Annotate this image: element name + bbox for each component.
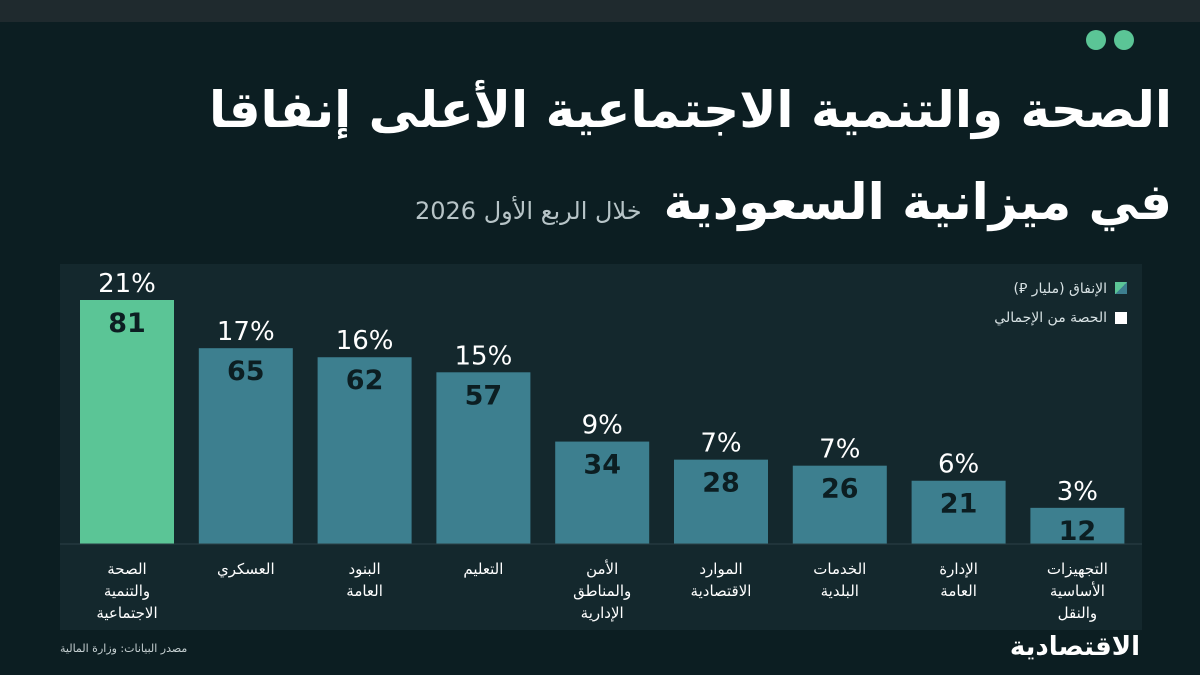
bar [1030,507,1125,544]
bar-value-label: 57 [465,380,503,411]
category-label: الأمن [586,559,618,578]
title-row-2: في ميزانية السعودية خلال الربع الأول 202… [415,170,1172,234]
bar-value-label: 62 [346,365,384,396]
bar [198,348,293,544]
bar-value-label: 12 [1059,516,1097,547]
chart-subtitle: خلال الربع الأول 2026 [415,197,642,225]
category-label: الإدارية [581,604,624,622]
share-label: 7% [819,435,860,465]
share-label: 7% [700,429,741,459]
bar-value-label: 21 [940,489,978,520]
category-label: الخدمات [813,560,866,578]
category-label: البلدية [821,582,859,600]
category-label: الصحة [107,560,146,578]
bar-value-label: 65 [227,356,265,387]
bar [436,372,531,544]
category-label: الاقتصادية [691,582,752,600]
share-label: 3% [1057,477,1098,507]
data-source: مصدر البيانات: وزارة المالية [60,642,188,655]
category-label: العسكري [217,560,275,579]
category-label: الموارد [699,560,742,578]
bar-value-label: 34 [583,450,621,481]
chart-legend: الإنفاق (مليار ⃁) الحصة من الإجمالي [994,276,1127,336]
share-label: 15% [455,341,513,371]
legend-item-share: الحصة من الإجمالي [994,306,1127,330]
share-label: 21% [98,269,156,299]
share-label: 16% [336,326,394,356]
legend-item-spending: الإنفاق (مليار ⃁) [994,276,1127,300]
share-label: 6% [938,450,979,480]
legend-label-spending: الإنفاق (مليار ⃁) [1013,281,1107,297]
category-label: التعليم [463,560,503,578]
dot-icon [1114,30,1134,50]
legend-swatch-share [1115,312,1127,324]
bar [674,459,768,544]
bar [317,357,412,544]
bar-value-label: 28 [702,468,740,499]
category-label: الأساسية [1050,581,1105,600]
publisher-logo: الاقتصادية [1009,632,1141,662]
legend-swatch-spending [1115,282,1127,294]
category-label: التجهيزات [1047,560,1108,578]
share-label: 9% [582,411,623,441]
category-label: الاجتماعية [96,604,157,622]
category-label: والمناطق [573,582,631,600]
chart-title: الصحة والتنمية الاجتماعية الأعلى إنفاقا [209,81,1172,139]
category-label: الإدارة [939,560,978,578]
chart-title-line2: في ميزانية السعودية [663,173,1172,231]
share-label: 17% [217,317,275,347]
bar [555,441,650,544]
bar [911,480,1006,544]
top-bar [0,0,1200,22]
bar [792,465,887,544]
category-label: العامة [346,582,383,600]
bar-value-label: 81 [108,308,146,339]
category-label: العامة [940,582,977,600]
window-dots [1086,30,1134,50]
dot-icon [1086,30,1106,50]
category-label: البنود [348,560,380,578]
bar-value-label: 26 [821,474,859,505]
bar [80,300,174,544]
legend-label-share: الحصة من الإجمالي [994,310,1107,326]
category-label: والتنمية [104,582,150,600]
category-label: والنقل [1058,604,1097,622]
